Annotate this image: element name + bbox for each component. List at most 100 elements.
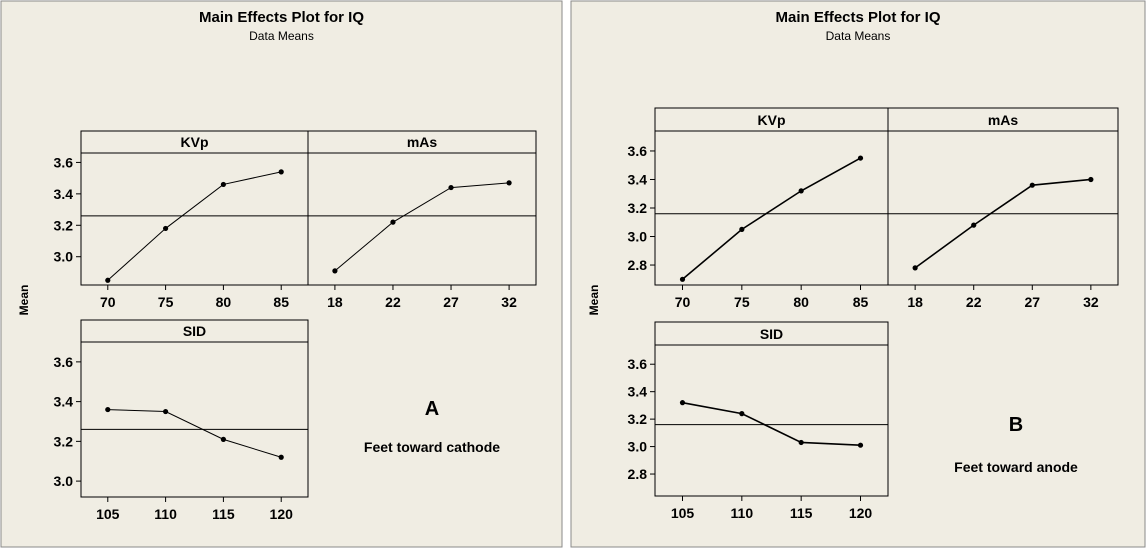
- chart-title: Main Effects Plot for IQ: [775, 9, 940, 26]
- x-tick-label: 120: [270, 506, 294, 522]
- data-point: [798, 188, 804, 194]
- y-tick-label: 3.4: [54, 186, 74, 202]
- x-tick-label: 27: [443, 294, 459, 310]
- x-tick-label: 80: [216, 294, 232, 310]
- data-point: [506, 180, 512, 186]
- series-line: [682, 401, 861, 447]
- x-tick-label: 70: [100, 294, 116, 310]
- x-tick-label: 22: [966, 294, 982, 310]
- facet-label: mAs: [988, 112, 1019, 128]
- x-tick-label: 18: [327, 294, 343, 310]
- data-point: [1088, 176, 1094, 183]
- chart-title: Main Effects Plot for IQ: [199, 9, 364, 26]
- facet-sid: SID 105 110 115 120: [81, 323, 308, 522]
- x-tick-label: 75: [158, 294, 174, 310]
- x-tick-label: 70: [675, 294, 691, 310]
- data-point: [220, 436, 227, 442]
- data-point: [679, 400, 686, 406]
- y-tick-label: 3.6: [628, 143, 648, 159]
- y-tick-label: 3.0: [628, 229, 648, 245]
- data-point: [739, 226, 745, 232]
- data-point: [220, 181, 227, 188]
- facet-label: KVp: [181, 134, 209, 150]
- data-point: [739, 411, 745, 417]
- x-tick-label: 32: [1083, 294, 1099, 310]
- facet-mas: mAs 18 22 27 32: [888, 112, 1118, 310]
- data-point: [162, 408, 169, 415]
- y-tick-label: 3.0: [54, 249, 74, 265]
- x-tick-label: 120: [849, 505, 873, 521]
- data-point: [162, 225, 169, 232]
- data-point: [679, 276, 686, 282]
- x-tick-label: 110: [154, 506, 177, 522]
- data-point: [332, 268, 338, 274]
- data-point: [278, 454, 284, 460]
- panel-background: [570, 0, 1146, 548]
- facet-kvp: KVp 70 75 80 85: [81, 134, 308, 310]
- data-point: [278, 169, 284, 175]
- y-tick-label: 3.0: [54, 473, 74, 489]
- y-tick-label: 3.4: [628, 171, 648, 187]
- data-point: [912, 265, 918, 271]
- x-tick-label: 105: [671, 505, 695, 521]
- panel-B: Main Effects Plot for IQ Data Means Mean 3.…: [570, 0, 1146, 548]
- x-tick-label: 105: [96, 506, 120, 522]
- y-axis-label: Mean: [17, 285, 31, 316]
- series-line: [107, 409, 282, 458]
- y-tick-label: 3.2: [628, 200, 648, 216]
- data-point: [971, 222, 977, 228]
- data-point: [390, 219, 396, 225]
- panel-letter: A: [425, 398, 439, 420]
- x-tick-label: 75: [734, 294, 750, 310]
- facet-kvp: KVp 70 75 80 85: [655, 112, 888, 310]
- series-line: [681, 157, 861, 280]
- panel-A: Main Effects Plot for IQ Data Means Mean 3.…: [0, 0, 563, 548]
- x-tick-label: 22: [385, 294, 401, 310]
- panel-caption: Feet toward anode: [954, 459, 1078, 475]
- bottom-facet-frame: [654, 321, 889, 497]
- facet-sid: SID 105 110 115 120: [655, 326, 888, 521]
- x-tick-label: 115: [790, 505, 813, 521]
- y-tick-label: 3.6: [628, 356, 648, 372]
- series-line: [107, 171, 282, 281]
- y-tick-label: 3.2: [54, 433, 74, 449]
- x-tick-label: 85: [853, 294, 869, 310]
- series-line: [914, 178, 1091, 269]
- y-tick-label: 3.2: [54, 217, 74, 233]
- x-tick-label: 32: [501, 294, 517, 310]
- series-line: [334, 182, 510, 272]
- chart-subtitle: Data Means: [826, 29, 891, 43]
- bottom-facet-frame: [80, 319, 309, 498]
- x-tick-label: 80: [793, 294, 809, 310]
- chart-subtitle: Data Means: [249, 29, 314, 43]
- y-tick-label: 3.4: [54, 394, 74, 410]
- y-tick-label: 2.8: [628, 257, 648, 273]
- data-point: [448, 184, 454, 191]
- data-point: [857, 155, 864, 161]
- panel-caption: Feet toward cathode: [364, 439, 500, 455]
- facet-label: mAs: [407, 134, 438, 150]
- panel-letter: B: [1009, 414, 1023, 436]
- top-facet-frame: [654, 107, 1119, 286]
- data-point: [798, 439, 804, 446]
- x-tick-label: 115: [212, 506, 235, 522]
- data-point: [105, 406, 111, 413]
- y-tick-label: 3.2: [628, 411, 648, 427]
- y-tick-label: 3.0: [628, 439, 648, 455]
- y-tick-label: 2.8: [628, 466, 648, 482]
- data-point: [1029, 182, 1035, 188]
- x-tick-label: 85: [273, 294, 289, 310]
- data-point: [105, 277, 111, 283]
- y-tick-label: 3.4: [628, 384, 648, 400]
- x-tick-label: 110: [731, 505, 754, 521]
- facet-label: SID: [760, 326, 783, 342]
- x-tick-label: 27: [1024, 294, 1040, 310]
- panel-background: [0, 0, 563, 548]
- y-tick-label: 3.6: [54, 354, 74, 370]
- y-axis-label: Mean: [587, 285, 601, 316]
- facet-mas: mAs 18 22 27 32: [308, 134, 536, 310]
- facet-label: KVp: [758, 112, 786, 128]
- facet-label: SID: [183, 323, 206, 339]
